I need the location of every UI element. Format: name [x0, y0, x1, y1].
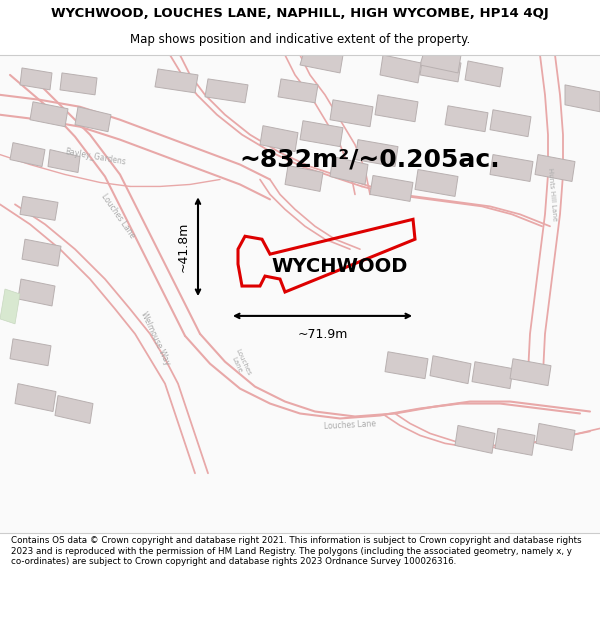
Polygon shape: [155, 69, 198, 93]
Polygon shape: [278, 79, 318, 102]
Text: Map shows position and indicative extent of the property.: Map shows position and indicative extent…: [130, 33, 470, 46]
Text: ~41.8m: ~41.8m: [177, 221, 190, 272]
Text: ~71.9m: ~71.9m: [298, 328, 347, 341]
Polygon shape: [285, 166, 323, 191]
Polygon shape: [420, 55, 461, 73]
Polygon shape: [465, 61, 503, 87]
Text: Louches Lane: Louches Lane: [324, 419, 376, 431]
Text: WYCHWOOD: WYCHWOOD: [272, 257, 408, 276]
Polygon shape: [385, 352, 428, 379]
Polygon shape: [490, 110, 531, 137]
Polygon shape: [205, 79, 248, 102]
Polygon shape: [495, 429, 535, 456]
Polygon shape: [380, 55, 421, 83]
Polygon shape: [55, 396, 93, 424]
Polygon shape: [510, 359, 551, 386]
Polygon shape: [20, 68, 52, 90]
Polygon shape: [445, 106, 488, 132]
Polygon shape: [18, 279, 55, 306]
Polygon shape: [330, 100, 373, 127]
Polygon shape: [260, 126, 298, 152]
Polygon shape: [430, 356, 471, 384]
Polygon shape: [565, 85, 600, 112]
Polygon shape: [300, 121, 343, 147]
Polygon shape: [472, 362, 513, 389]
Text: Welmouse Way: Welmouse Way: [139, 311, 172, 367]
Polygon shape: [370, 176, 413, 201]
Polygon shape: [75, 107, 111, 132]
Polygon shape: [415, 169, 458, 196]
Text: WYCHWOOD, LOUCHES LANE, NAPHILL, HIGH WYCOMBE, HP14 4QJ: WYCHWOOD, LOUCHES LANE, NAPHILL, HIGH WY…: [51, 8, 549, 20]
Polygon shape: [375, 95, 418, 122]
Polygon shape: [30, 102, 68, 127]
Polygon shape: [355, 139, 398, 166]
Polygon shape: [535, 154, 575, 181]
Polygon shape: [20, 196, 58, 220]
Polygon shape: [490, 154, 533, 181]
Polygon shape: [10, 142, 45, 166]
Polygon shape: [536, 424, 575, 451]
Text: Louches Lane: Louches Lane: [100, 192, 137, 240]
Text: Contains OS data © Crown copyright and database right 2021. This information is : Contains OS data © Crown copyright and d…: [11, 536, 581, 566]
Polygon shape: [15, 384, 56, 411]
Polygon shape: [10, 339, 51, 366]
Polygon shape: [300, 55, 343, 73]
Polygon shape: [455, 426, 495, 453]
Polygon shape: [48, 149, 80, 173]
Polygon shape: [330, 157, 368, 184]
Text: Bayley_Gardens: Bayley_Gardens: [64, 147, 126, 166]
Polygon shape: [0, 55, 600, 533]
Text: Louches
Lane: Louches Lane: [228, 348, 252, 379]
Polygon shape: [22, 239, 61, 266]
Text: Hunts Hill Lane: Hunts Hill Lane: [547, 168, 557, 221]
Polygon shape: [420, 56, 461, 82]
Polygon shape: [60, 73, 97, 95]
Text: ~832m²/~0.205ac.: ~832m²/~0.205ac.: [239, 148, 500, 171]
Polygon shape: [0, 289, 20, 324]
